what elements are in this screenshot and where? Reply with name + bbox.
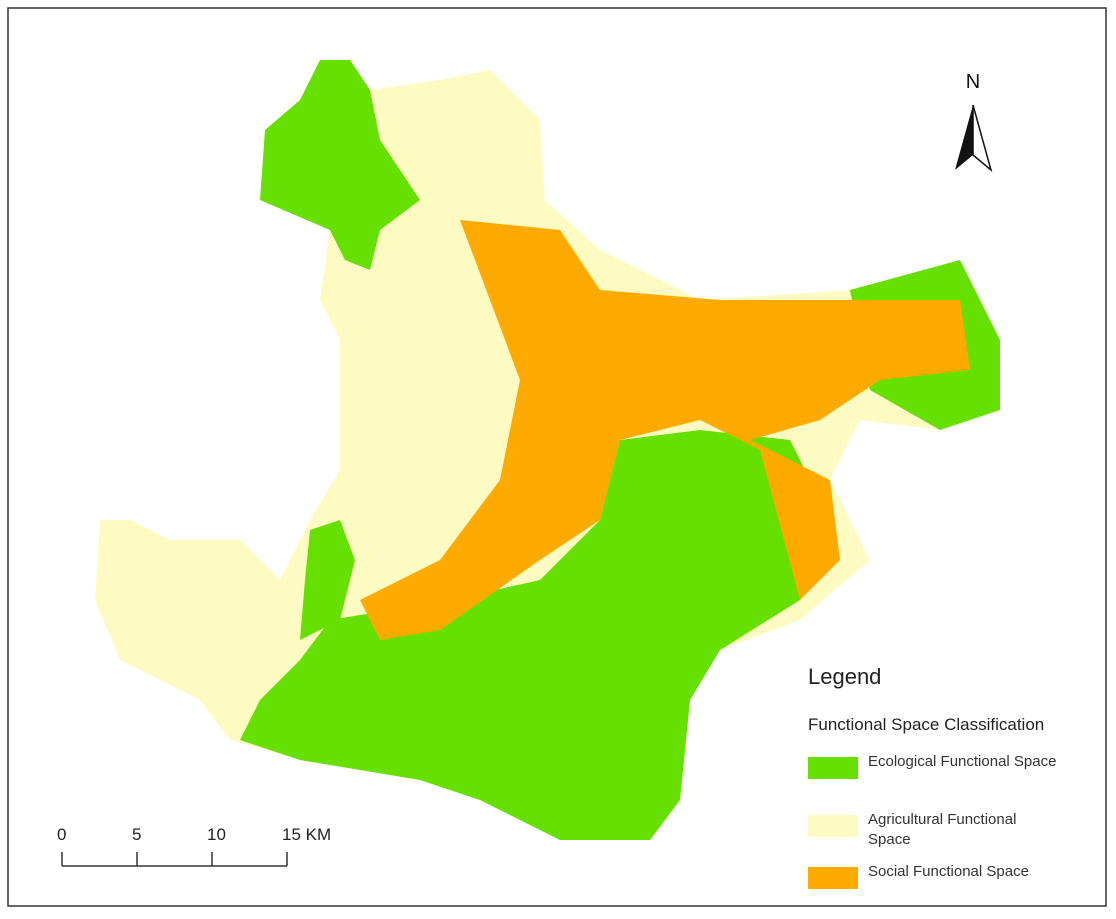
map-frame [7, 7, 1107, 907]
scale-label: 0 [57, 825, 66, 844]
legend-title: Legend [808, 664, 882, 689]
legend-swatch [808, 867, 858, 889]
scale-label: 15 KM [282, 825, 331, 844]
north-arrow [955, 105, 973, 170]
legend-label: Ecological Functional Space [868, 753, 1057, 770]
scale-label: 5 [132, 825, 141, 844]
legend-subtitle: Functional Space Classification [808, 715, 1045, 734]
legend-label: Social Functional Space [868, 863, 1029, 880]
legend-label: Agricultural Functional Space [868, 811, 1017, 848]
legend-swatch [808, 815, 858, 837]
social-area [360, 220, 970, 640]
ecological-area [300, 520, 355, 640]
legend-swatch [808, 757, 858, 779]
ecological-area [260, 60, 420, 270]
ecological-area [240, 430, 830, 840]
scale-label: 10 [207, 825, 226, 844]
north-arrow [972, 104, 993, 173]
north-label: N [966, 71, 980, 93]
